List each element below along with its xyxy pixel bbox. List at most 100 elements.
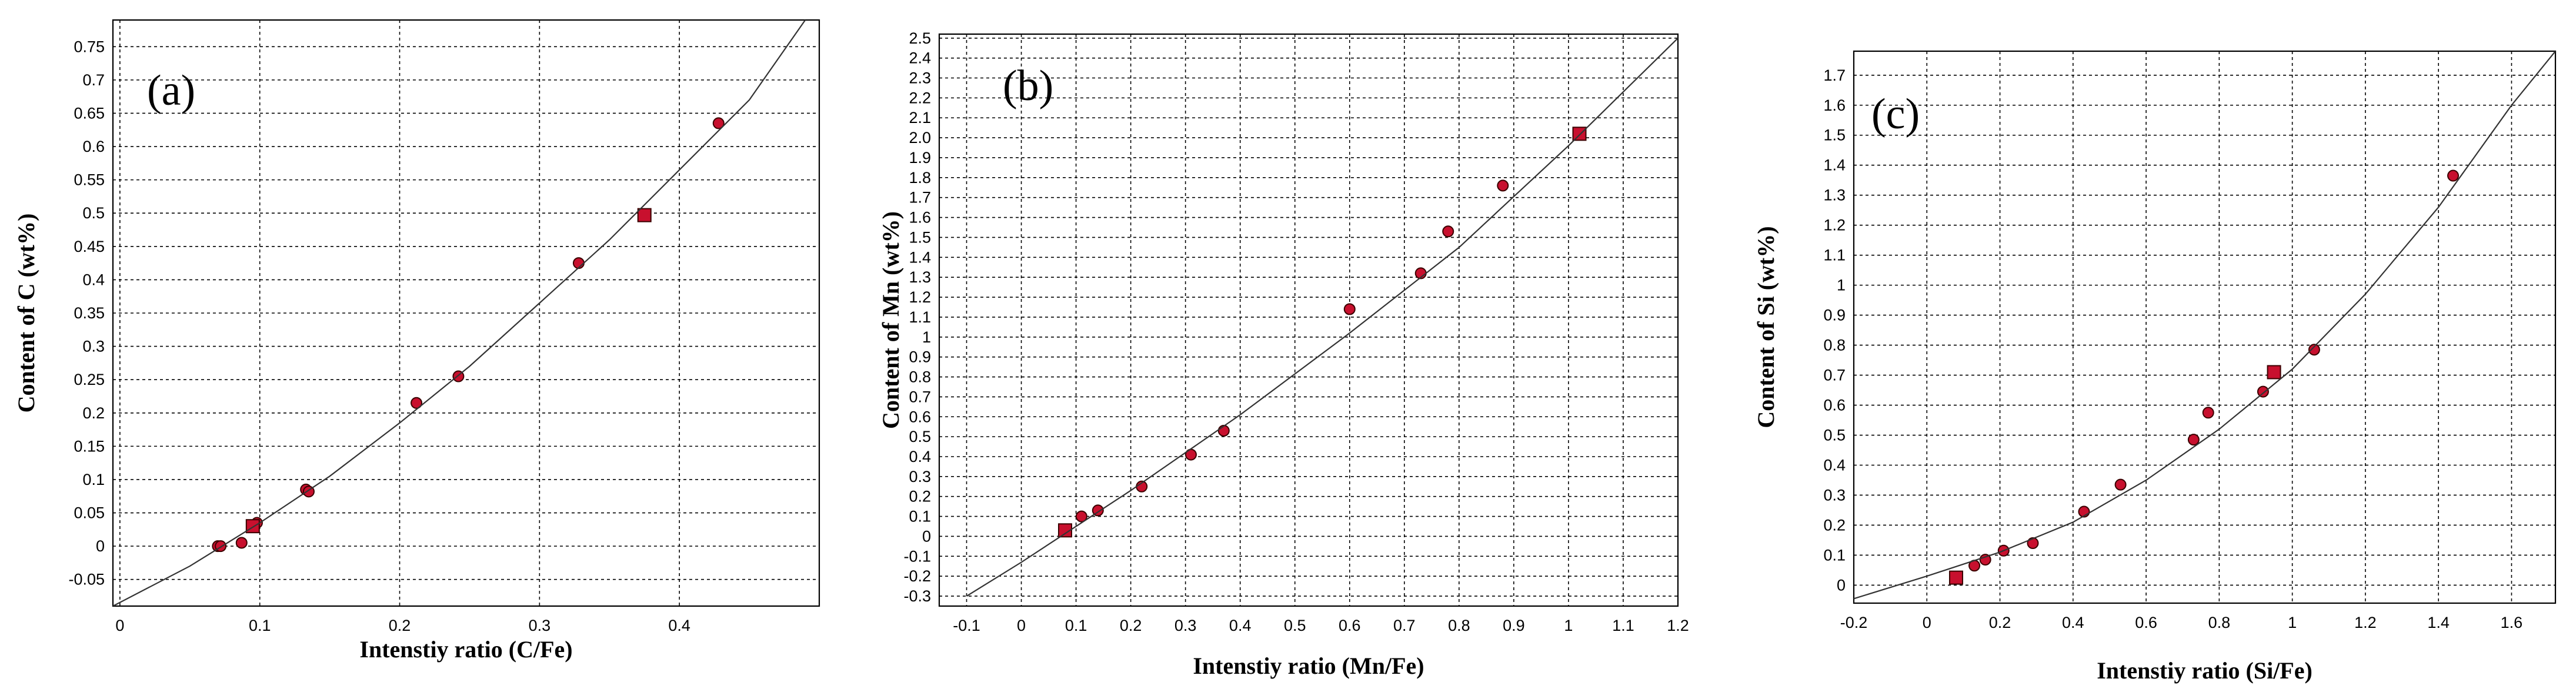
chart-c-x-tick-label: -0.2 xyxy=(1840,614,1868,631)
chart-a-panel-label: (a) xyxy=(147,66,195,115)
chart-c-y-tick-label: 1.4 xyxy=(1823,157,1846,174)
chart-c-data-point xyxy=(2027,537,2039,550)
chart-b-y-tick-label: 0.2 xyxy=(909,488,931,505)
chart-b-y-tick-label: 0.1 xyxy=(909,508,931,525)
chart-b-data-point xyxy=(1343,303,1356,315)
chart-c-x-tick-label: 1.2 xyxy=(2354,614,2377,631)
chart-panel-a: 0 0.1 0.2 0.3 0.4 -0.05 0 0.05 0.1 0.15 0.2 0.25 0.3… xyxy=(0,0,859,692)
chart-a-y-tick-label: 0.3 xyxy=(82,338,105,355)
chart-b-y-tick-label: 1.3 xyxy=(909,268,931,286)
chart-b-y-tick-label: 0 xyxy=(922,527,931,545)
chart-a-square-point xyxy=(637,208,652,222)
chart-c-y-tick-label: 1.7 xyxy=(1823,66,1846,84)
chart-b-x-tick-label: 0.9 xyxy=(1503,617,1525,634)
chart-c-y-tick-label: 0.1 xyxy=(1823,546,1846,564)
chart-a-svg: 0 0.1 0.2 0.3 0.4 -0.05 0 0.05 0.1 0.15 0.2 0.25 0.3… xyxy=(13,19,820,663)
chart-b-x-tick-label: 0.6 xyxy=(1339,617,1361,634)
chart-a-y-tick-label: -0.05 xyxy=(68,571,105,588)
chart-c-data-point xyxy=(1979,554,1991,566)
chart-a-y-tick-label: 0.6 xyxy=(82,138,105,155)
chart-a-data-point xyxy=(235,537,248,549)
chart-c-x-tick-label: 0.8 xyxy=(2208,614,2231,631)
chart-b-data-point xyxy=(1075,510,1087,523)
chart-c-y-tick-label: 0.9 xyxy=(1823,307,1846,324)
chart-c-y-tick-label: 0 xyxy=(1837,576,1846,594)
chart-b-y-tick-label: 0.7 xyxy=(909,388,931,405)
chart-b-y-tick-label: 0.9 xyxy=(909,348,931,366)
chart-c-y-tick-label: 1.5 xyxy=(1823,127,1846,144)
chart-a-x-tick-label: 0.2 xyxy=(389,617,411,634)
chart-a-x-tick-label: 0 xyxy=(115,617,124,634)
chart-b-x-tick-label: 0.2 xyxy=(1120,617,1142,634)
chart-b-x-tick-label: 0.3 xyxy=(1174,617,1197,634)
chart-c-square-point xyxy=(1948,570,1963,585)
chart-b-y-tick-label: 2.5 xyxy=(909,29,931,47)
chart-c-data-point xyxy=(2114,478,2127,491)
chart-b-y-tick-label: 2.1 xyxy=(909,109,931,127)
chart-b-x-tick-label: 1.2 xyxy=(1667,617,1689,634)
chart-a-y-tick-label: 0.65 xyxy=(74,104,105,122)
chart-b-y-axis-title: Content of Mn (wt%) xyxy=(877,211,904,429)
chart-a-y-tick-label: 0 xyxy=(96,537,105,555)
chart-b-fit-curve xyxy=(966,38,1678,597)
chart-c-y-tick-label: 0.8 xyxy=(1823,337,1846,354)
chart-b-y-tick-label: -0.1 xyxy=(903,547,931,565)
chart-c-y-tick-label: 0.2 xyxy=(1823,516,1846,534)
chart-b-y-tick-label: 1.1 xyxy=(909,308,931,326)
chart-b-y-tick-label: -0.3 xyxy=(903,587,931,605)
chart-c-y-tick-label: 0.7 xyxy=(1823,367,1846,384)
chart-a-y-tick-label: 0.2 xyxy=(82,404,105,422)
chart-a-data-point xyxy=(411,397,423,409)
chart-c-x-tick-label: 1.4 xyxy=(2427,614,2450,631)
chart-b-data-point xyxy=(1497,179,1509,192)
chart-b-x-tick-label: 0.1 xyxy=(1065,617,1087,634)
chart-a-y-tick-label: 0.1 xyxy=(82,471,105,488)
chart-c-x-tick-label: 0.6 xyxy=(2135,614,2157,631)
chart-c-x-tick-label: 0.4 xyxy=(2062,614,2084,631)
chart-c-x-tick-label: 1 xyxy=(2288,614,2297,631)
chart-a-y-tick-label: 0.45 xyxy=(74,238,105,255)
chart-a-x-tick-label: 0.1 xyxy=(249,617,271,634)
chart-c-y-axis-title: Content of Si (wt%) xyxy=(1753,226,1779,428)
chart-b-x-axis-title: Intenstiy ratio (Mn/Fe) xyxy=(1193,653,1424,679)
chart-b-y-tick-label: 1.6 xyxy=(909,209,931,227)
chart-c-y-tick-label: 1.6 xyxy=(1823,97,1846,114)
chart-b-x-tick-label: 0.5 xyxy=(1284,617,1306,634)
chart-b-data-point xyxy=(1442,225,1454,238)
chart-c-y-tick-label: 1 xyxy=(1837,277,1846,294)
chart-c-y-tick-label: 0.5 xyxy=(1823,427,1846,444)
chart-a-y-tick-label: 0.35 xyxy=(74,304,105,322)
chart-b-square-point xyxy=(1057,523,1072,538)
chart-b-y-tick-label: 0.3 xyxy=(909,468,931,485)
chart-panel-b: -0.1 0 0.1 0.2 0.3 0.4 0.5 0.6 0.7 0.8 0.9 1 1.1 1.2 -… xyxy=(859,0,1729,692)
chart-a-plot-frame xyxy=(112,19,820,607)
chart-b-y-tick-label: 0.8 xyxy=(909,368,931,386)
chart-c-x-tick-label: 0.2 xyxy=(1989,614,2011,631)
chart-b-x-tick-label: 0.8 xyxy=(1448,617,1470,634)
chart-b-y-tick-label: 1.8 xyxy=(909,169,931,187)
chart-a-x-tick-label: 0.4 xyxy=(668,617,690,634)
chart-b-y-tick-label: 2.2 xyxy=(909,89,931,107)
chart-c-x-tick-label: 0 xyxy=(1923,614,1931,631)
chart-b-x-tick-label: -0.1 xyxy=(953,617,980,634)
chart-c-x-tick-label: 1.6 xyxy=(2501,614,2523,631)
chart-b-svg: -0.1 0 0.1 0.2 0.3 0.4 0.5 0.6 0.7 0.8 0.9 1 1.1 1.2 -… xyxy=(877,29,1689,679)
chart-b-y-tick-label: 1.4 xyxy=(909,248,931,266)
chart-c-y-tick-label: 0.4 xyxy=(1823,457,1846,474)
chart-c-y-tick-label: 1.2 xyxy=(1823,217,1846,234)
chart-a-y-tick-label: 0.7 xyxy=(82,71,105,89)
chart-b-y-tick-label: 0.5 xyxy=(909,428,931,445)
chart-b-square-point xyxy=(1572,127,1587,141)
chart-c-data-point xyxy=(2308,344,2320,356)
chart-a-y-tick-label: 0.25 xyxy=(74,371,105,388)
chart-b-x-tick-label: 0.7 xyxy=(1393,617,1416,634)
chart-a-x-axis-title: Intenstiy ratio (C/Fe) xyxy=(359,636,572,663)
chart-panel-c: -0.2 0 0.2 0.4 0.6 0.8 1 1.2 1.4 1.6 0 0.1 0.2 0.3 0.4… xyxy=(1729,0,2576,692)
chart-b-y-tick-label: 1.9 xyxy=(909,149,931,167)
chart-b-y-tick-label: -0.2 xyxy=(903,567,931,585)
chart-c-square-point xyxy=(2267,365,2281,380)
chart-c-fit-curve xyxy=(1854,51,2555,600)
chart-a-y-tick-label: 0.55 xyxy=(74,171,105,189)
chart-a-y-tick-label: 0.05 xyxy=(74,504,105,522)
chart-b-x-tick-label: 1 xyxy=(1564,617,1573,634)
